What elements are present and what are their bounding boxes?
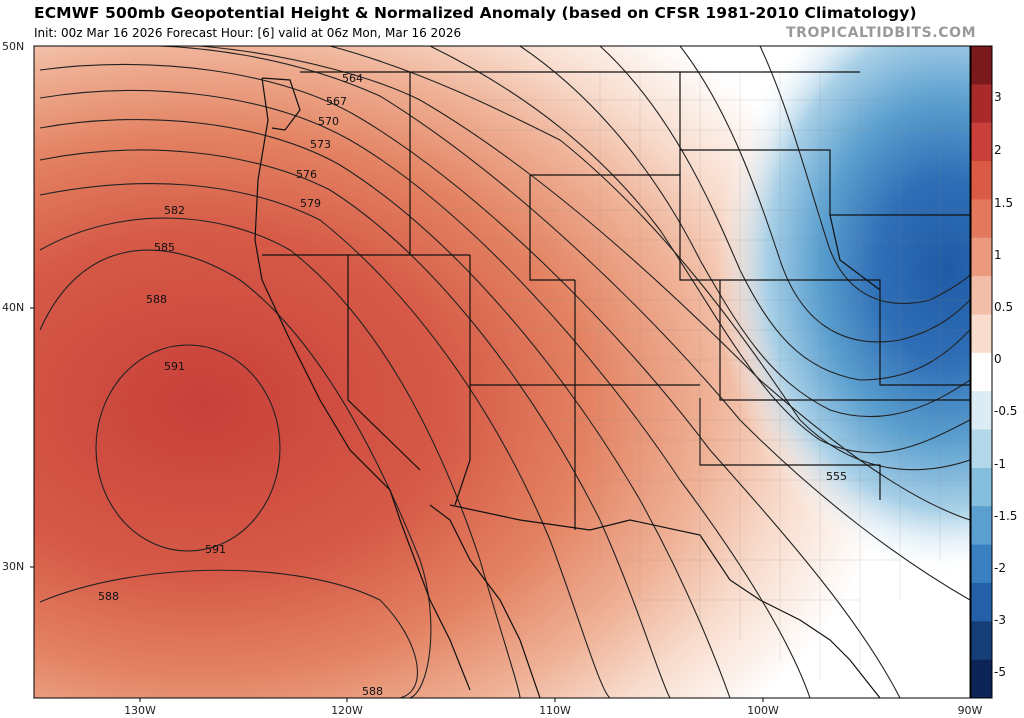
contour-label: 570 [318,115,339,128]
contour-label: 564 [342,72,363,85]
lat-label: 40N [2,301,25,314]
colorbar-segment [971,352,992,392]
colorbar-segment [971,237,992,277]
colorbar-segment [971,161,992,200]
axis-ticks [30,307,764,702]
contour-label: 588 [362,685,383,698]
height-contours [39,46,970,698]
contour-label: 585 [154,241,175,254]
colorbar-label: 1.5 [994,196,1014,210]
colorbar-segment [971,429,992,469]
colorbar-label: 3 [994,90,1002,104]
colorbar-segment [971,621,992,661]
colorbar-segment [971,314,992,354]
contour-label: 588 [146,293,167,306]
lon-label: 90W [957,704,983,717]
colorbar-segment [971,544,992,584]
colorbar-label: -3 [994,613,1006,627]
colorbar-segment [971,467,992,507]
lon-label: 110W [539,704,571,717]
colorbar-segment [971,506,992,546]
colorbar-label: 0 [994,352,1002,366]
colorbar-segment [971,391,992,431]
lat-label: 50N [2,40,25,53]
colorbar-label: -2 [994,561,1006,575]
map-frame [33,45,971,699]
contour-label: 555 [826,470,847,483]
colorbar [970,45,993,699]
contour-label: 591 [205,543,226,556]
colorbar-label: -5 [994,665,1006,679]
contour-label: 567 [326,95,347,108]
colorbar-segment [971,659,992,699]
colorbar-segment [971,46,992,85]
colorbar-label: -0.5 [994,404,1018,418]
contour-label: 582 [164,204,185,217]
lon-label: 120W [331,704,363,717]
colorbar-segment [971,84,992,124]
contour-labels: 564 567 570 573 576 579 582 585 588 591 … [98,72,847,698]
contour-label: 573 [310,138,331,151]
lon-label: 100W [747,704,779,717]
page-title: ECMWF 500mb Geopotential Height & Normal… [34,4,917,22]
contour-label: 588 [98,590,119,603]
contour-label: 579 [300,197,321,210]
colorbar-segment [971,122,992,162]
colorbar-frame [970,45,993,699]
colorbar-label: 2 [994,143,1002,157]
forecast-subtitle: Init: 00z Mar 16 2026 Forecast Hour: [6]… [34,26,462,40]
boundaries [254,71,970,698]
colorbar-segment [971,276,992,315]
colorbar-label: -1.5 [994,509,1018,523]
brand-watermark: TROPICALTIDBITS.COM [786,25,977,41]
contour-label: 591 [164,360,185,373]
colorbar-label: -1 [994,457,1006,471]
colorbar-segment [971,199,992,239]
colorbar-label: 1 [994,248,1002,262]
lon-label: 130W [124,704,156,717]
lat-label: 30N [2,560,25,573]
colorbar-label: 0.5 [994,300,1014,314]
colorbar-segment [971,582,992,622]
county-grid [430,72,970,680]
contour-label: 576 [296,168,317,181]
